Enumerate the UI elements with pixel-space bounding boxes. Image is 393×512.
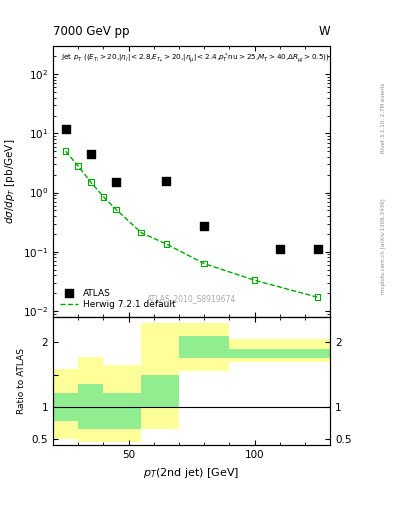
- Text: Rivet 3.1.10, 2.7M events: Rivet 3.1.10, 2.7M events: [381, 82, 386, 153]
- Text: ATLAS_2010_S8919674: ATLAS_2010_S8919674: [147, 294, 236, 303]
- ATLAS: [277, 245, 283, 253]
- Herwig 7.2.1 default: [252, 277, 257, 283]
- Point: [163, 240, 169, 248]
- Herwig 7.2.1 default: [202, 261, 207, 267]
- Point: [201, 260, 208, 268]
- Point: [100, 193, 107, 201]
- Legend: ATLAS, Herwig 7.2.1 default: ATLAS, Herwig 7.2.1 default: [57, 286, 178, 312]
- X-axis label: $p_T$(2nd jet) [GeV]: $p_T$(2nd jet) [GeV]: [143, 466, 240, 480]
- ATLAS: [201, 222, 208, 230]
- Herwig 7.2.1 default: [139, 229, 143, 236]
- ATLAS: [113, 178, 119, 186]
- Text: W: W: [318, 25, 330, 38]
- Herwig 7.2.1 default: [101, 194, 106, 200]
- Y-axis label: $d\sigma/dp_T$ [pb/GeV]: $d\sigma/dp_T$ [pb/GeV]: [3, 139, 17, 224]
- Text: mcplots.cern.ch [arXiv:1306.3436]: mcplots.cern.ch [arXiv:1306.3436]: [381, 198, 386, 293]
- Point: [113, 205, 119, 214]
- Herwig 7.2.1 default: [114, 206, 118, 212]
- Herwig 7.2.1 default: [88, 179, 93, 185]
- Point: [62, 147, 69, 155]
- Herwig 7.2.1 default: [63, 148, 68, 154]
- ATLAS: [314, 245, 321, 253]
- Herwig 7.2.1 default: [315, 294, 320, 301]
- Herwig 7.2.1 default: [76, 163, 81, 169]
- Text: 7000 GeV pp: 7000 GeV pp: [53, 25, 130, 38]
- Point: [314, 293, 321, 302]
- ATLAS: [163, 177, 169, 185]
- Point: [75, 162, 81, 170]
- ATLAS: [62, 124, 69, 133]
- Text: Jet $p_T$ (($E_{T_l}$$>$20,$|\eta_l|$$<$2.8,$E_{T_\mu}$$>$20,$|\eta_\mu|$$<$2.4,: Jet $p_T$ (($E_{T_l}$$>$20,$|\eta_l|$$<$…: [61, 52, 330, 67]
- Point: [138, 228, 144, 237]
- Y-axis label: Ratio to ATLAS: Ratio to ATLAS: [17, 348, 26, 414]
- Line: Herwig 7.2.1 default: Herwig 7.2.1 default: [66, 151, 318, 297]
- Point: [252, 276, 258, 284]
- Herwig 7.2.1 default: [164, 241, 169, 247]
- ATLAS: [88, 150, 94, 158]
- Point: [88, 178, 94, 186]
